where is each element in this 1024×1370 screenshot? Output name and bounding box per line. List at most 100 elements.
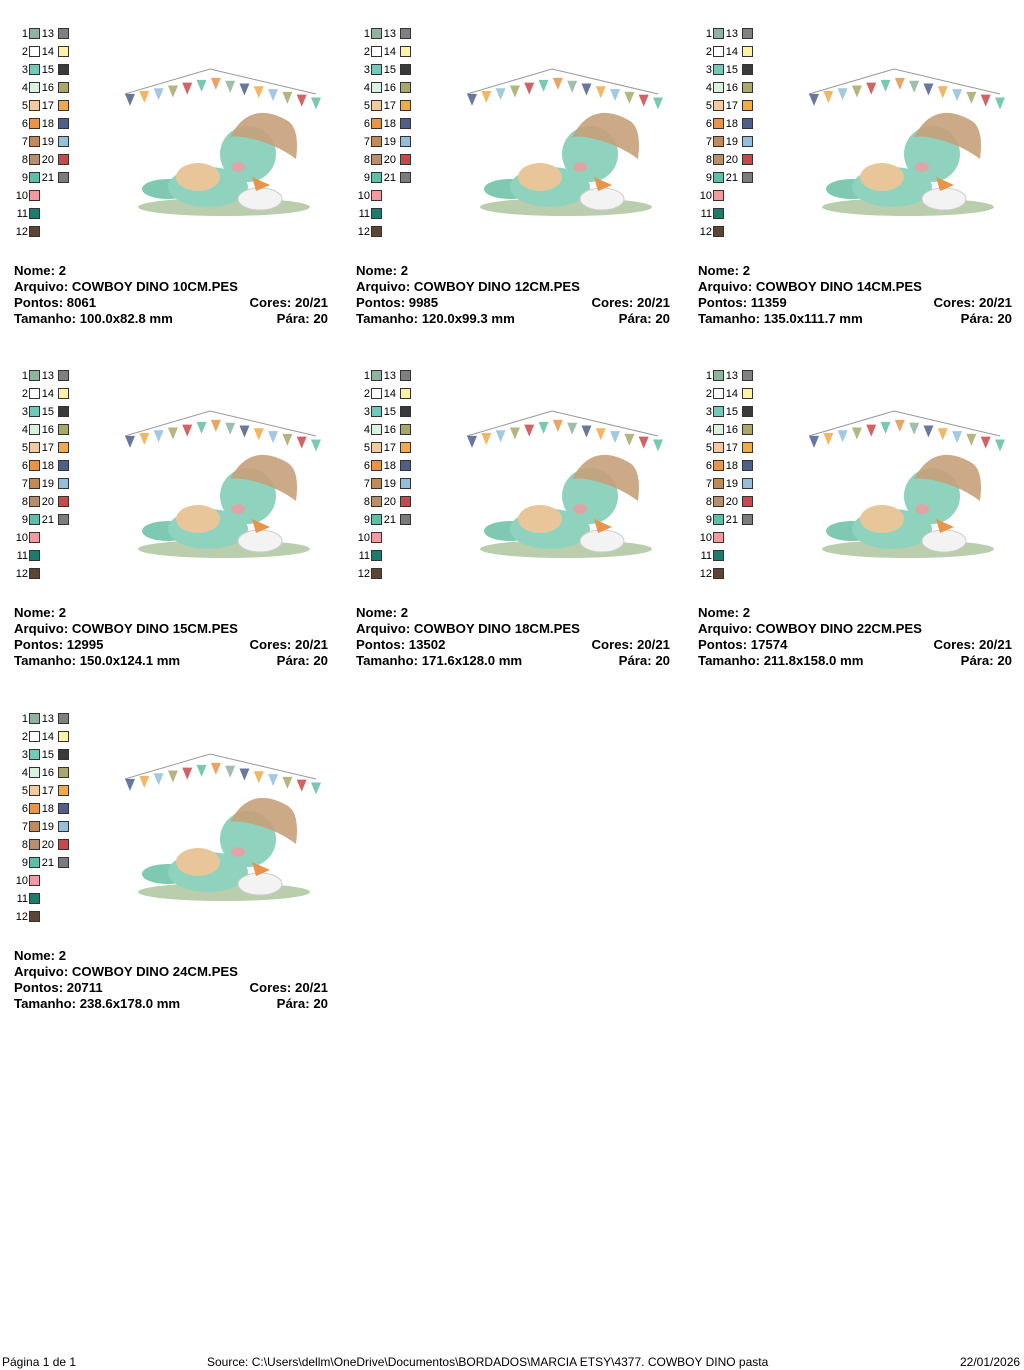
color-swatch — [371, 28, 382, 39]
color-number: 8 — [21, 154, 28, 166]
bunting-flag — [282, 91, 293, 104]
name-label: Nome: — [14, 263, 56, 278]
bunting-flag — [866, 82, 877, 95]
design-colors: 20/21 — [978, 295, 1012, 310]
color-number: 6 — [363, 118, 370, 130]
file-label: Arquivo: — [356, 279, 411, 294]
design-name: 2 — [400, 263, 409, 278]
color-number: 16 — [41, 767, 54, 779]
color-swatch — [742, 100, 753, 111]
color-swatch — [29, 839, 40, 850]
embroidery-preview — [808, 68, 1005, 216]
color-swatch — [58, 118, 69, 129]
color-swatch — [713, 532, 724, 543]
color-number: 8 — [705, 154, 712, 166]
bunting-flag — [538, 421, 549, 434]
color-number: 21 — [383, 172, 396, 184]
color-swatch — [29, 803, 40, 814]
color-swatch — [371, 118, 382, 129]
embroidery-preview — [466, 410, 663, 558]
design-stitches: 20711 — [66, 980, 103, 995]
bunting-flag — [909, 80, 920, 93]
design-stops: 20 — [997, 311, 1012, 326]
pillow — [579, 529, 625, 553]
color-number: 4 — [363, 424, 370, 436]
file-label: Arquivo: — [698, 621, 753, 636]
color-swatch — [58, 478, 69, 489]
color-swatch — [400, 118, 411, 129]
bandana — [936, 177, 954, 191]
color-swatch — [713, 82, 724, 93]
cowboy-hat — [572, 454, 639, 501]
color-swatch — [371, 568, 382, 579]
bunting-flag — [182, 82, 193, 95]
bunting-flag — [638, 94, 649, 107]
color-swatch — [371, 532, 382, 543]
color-swatch — [29, 460, 40, 471]
color-number: 18 — [725, 118, 738, 130]
design-file: COWBOY DINO 22CM.PES — [755, 621, 922, 636]
bunting-flag — [638, 436, 649, 449]
stitches-label: Pontos: — [14, 637, 64, 652]
bunting-flag — [268, 774, 279, 787]
color-number: 5 — [705, 100, 712, 112]
cowboy-hat — [914, 454, 981, 501]
size-label: Tamanho: — [14, 653, 77, 668]
color-swatch — [58, 424, 69, 435]
bunting-flag — [495, 88, 506, 101]
color-number: 4 — [21, 767, 28, 779]
design-file: COWBOY DINO 12CM.PES — [413, 279, 580, 294]
color-number: 18 — [41, 803, 54, 815]
design-info: Nome: 2 Arquivo: COWBOY DINO 18CM.PES Po… — [356, 605, 670, 669]
color-number: 18 — [383, 118, 396, 130]
bunting-flag — [653, 439, 663, 452]
embroidery-preview — [808, 410, 1005, 558]
color-number: 6 — [363, 460, 370, 472]
bunting-flag — [182, 767, 193, 780]
pillow — [579, 187, 625, 211]
color-swatch — [713, 172, 724, 183]
bunting-flag — [809, 93, 819, 106]
color-swatch — [713, 406, 724, 417]
color-swatch — [29, 172, 40, 183]
design-stitches: 9985 — [408, 295, 439, 310]
color-number: 10 — [15, 875, 28, 887]
color-number: 19 — [725, 478, 738, 490]
color-swatch — [400, 496, 411, 507]
stops-label: Pára: — [276, 311, 310, 326]
color-swatch — [742, 424, 753, 435]
color-number: 19 — [41, 478, 54, 490]
color-swatch — [58, 514, 69, 525]
color-number: 13 — [725, 370, 738, 382]
color-number: 14 — [383, 46, 396, 58]
color-number: 6 — [21, 460, 28, 472]
color-swatch — [400, 154, 411, 165]
name-label: Nome: — [14, 948, 56, 963]
color-swatch — [371, 154, 382, 165]
color-number: 16 — [725, 424, 738, 436]
color-swatch — [371, 406, 382, 417]
color-swatch — [742, 370, 753, 381]
color-swatch — [371, 388, 382, 399]
color-number: 8 — [21, 839, 28, 851]
color-swatch — [742, 496, 753, 507]
color-number: 17 — [383, 442, 396, 454]
design-name: 2 — [400, 605, 409, 620]
bunting-flag — [595, 428, 606, 441]
bunting-flag — [253, 428, 264, 441]
color-swatch — [400, 370, 411, 381]
color-number: 17 — [725, 100, 738, 112]
stitches-label: Pontos: — [14, 980, 64, 995]
vest — [518, 505, 562, 533]
bandana — [936, 519, 954, 533]
design-stops: 20 — [313, 996, 328, 1011]
bunting-flag — [995, 97, 1005, 110]
color-number: 14 — [41, 46, 54, 58]
file-label: Arquivo: — [14, 964, 69, 979]
stitches-label: Pontos: — [356, 295, 406, 310]
bunting-flag — [311, 782, 321, 795]
color-number: 14 — [725, 388, 738, 400]
embroidery-preview — [124, 410, 321, 558]
color-number: 10 — [699, 190, 712, 202]
vest — [176, 163, 220, 191]
